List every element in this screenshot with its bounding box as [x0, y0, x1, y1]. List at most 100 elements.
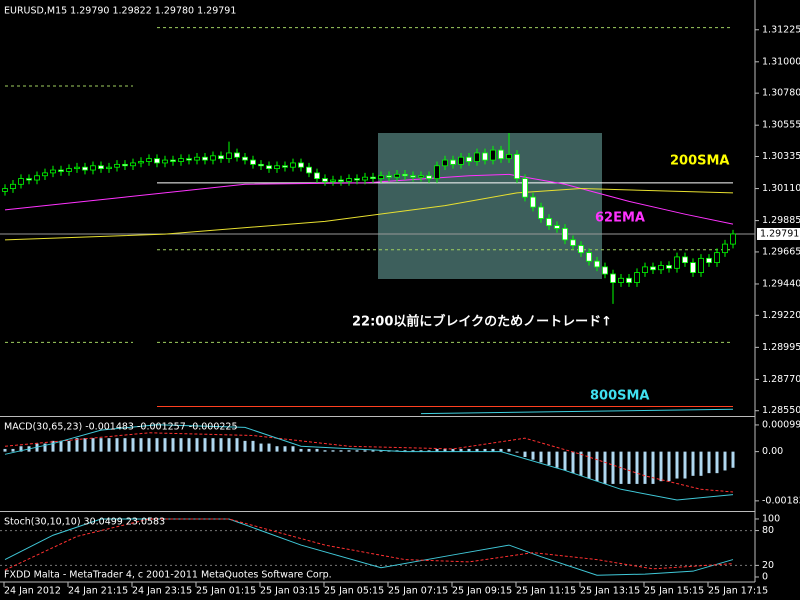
macd-bar	[283, 446, 287, 452]
moving-average	[4, 188, 734, 241]
macd-bar	[643, 451, 647, 484]
candle-body	[722, 243, 728, 254]
macd-bar	[523, 451, 527, 458]
y-tick-label: 0.00	[762, 446, 783, 457]
y-tick-label: 1.30780	[762, 88, 800, 99]
copyright: FXDD Malta - MetaTrader 4, c 2001-2011 M…	[4, 570, 332, 581]
candle-body	[626, 277, 632, 283]
macd-bar	[355, 450, 359, 452]
macd-bar	[611, 451, 615, 484]
candle-body	[418, 175, 424, 178]
candle-body	[354, 178, 360, 181]
macd-bar	[131, 438, 135, 452]
candle-body	[298, 162, 304, 168]
macd-bar	[707, 451, 711, 474]
y-tick-label: 1.28550	[762, 405, 800, 416]
candle-body	[362, 176, 368, 181]
annotation: 800SMA	[590, 389, 650, 404]
candle-body	[634, 272, 640, 283]
macd-bar	[563, 451, 567, 471]
macd-bar	[3, 448, 7, 452]
candle-body	[434, 165, 440, 179]
annotation: 22:00以前にブレイクのためノートレード↑	[352, 314, 612, 330]
candle-body	[650, 266, 656, 271]
candle-body	[218, 155, 224, 160]
macd-line	[4, 424, 734, 501]
macd-bar	[691, 451, 695, 476]
candle-body	[594, 260, 600, 268]
macd-bar	[59, 440, 63, 452]
macd-bar	[595, 451, 599, 482]
macd-bar	[339, 450, 343, 452]
x-tick-label: 25 Jan 07:15	[388, 586, 448, 597]
macd-bar	[91, 438, 95, 452]
macd-bar	[139, 438, 143, 452]
y-tick-label: 1.28995	[762, 342, 800, 353]
candle-body	[498, 149, 504, 160]
candle-body	[402, 173, 408, 177]
macd-bar	[635, 451, 639, 484]
candle-body	[290, 162, 296, 168]
candle-body	[90, 165, 96, 171]
macd-bar	[83, 438, 87, 452]
macd-bar	[491, 448, 495, 452]
macd-bar	[307, 448, 311, 452]
y-tick-label: 1.30335	[762, 151, 800, 162]
macd-bar	[475, 448, 479, 452]
macd-bar	[267, 443, 271, 452]
candle-body	[666, 265, 672, 269]
y-tick-label: 1.28770	[762, 374, 800, 385]
candle-body	[682, 256, 688, 264]
panel-title: Stoch(30,10,10) 30.0499 23.0583	[4, 517, 165, 528]
macd-bar	[419, 450, 423, 452]
macd-bar	[115, 438, 119, 452]
macd-bar	[435, 448, 439, 452]
macd-bar	[11, 448, 15, 452]
macd-bar	[627, 451, 631, 484]
candle-body	[658, 265, 664, 271]
candle-body	[506, 153, 512, 160]
candle-body	[74, 166, 80, 170]
macd-bar	[75, 438, 79, 452]
price-label: 1.29791	[760, 228, 799, 239]
y-tick-label: 1.29220	[762, 310, 800, 321]
candle-body	[226, 152, 232, 160]
candle-body	[154, 158, 160, 164]
y-tick-label: 1.29885	[762, 215, 800, 226]
macd-bar	[659, 451, 663, 482]
macd-bar	[667, 451, 671, 482]
candle-body	[610, 273, 616, 283]
annotation: 62EMA	[595, 211, 645, 226]
x-tick-label: 25 Jan 11:15	[516, 586, 576, 597]
candle-body	[394, 173, 400, 178]
x-tick-label: 24 Jan 2012	[4, 586, 61, 597]
macd-bar	[243, 440, 247, 452]
macd-bar	[411, 450, 415, 452]
macd-bar	[547, 451, 551, 466]
candle-body	[34, 175, 40, 181]
candle-body	[170, 159, 176, 162]
candle-body	[546, 218, 552, 226]
candle-body	[130, 162, 136, 167]
macd-bar	[483, 448, 487, 452]
macd-bar	[323, 450, 327, 452]
macd-bar	[723, 451, 727, 471]
candle-body	[490, 149, 496, 161]
candle-body	[10, 183, 16, 189]
candle-body	[578, 245, 584, 254]
macd-line	[4, 432, 734, 493]
macd-bar	[187, 438, 191, 452]
annotation: 200SMA	[670, 154, 730, 169]
candle-body	[458, 156, 464, 165]
y-tick-label: -0.00183	[762, 495, 800, 506]
macd-bar	[427, 450, 431, 452]
candle-body	[330, 179, 336, 182]
macd-bar	[467, 448, 471, 452]
candle-body	[58, 169, 64, 172]
macd-bar	[67, 440, 71, 452]
y-tick-label: 1.31225	[762, 24, 800, 35]
macd-bar	[499, 448, 503, 452]
candle-body	[538, 206, 544, 219]
